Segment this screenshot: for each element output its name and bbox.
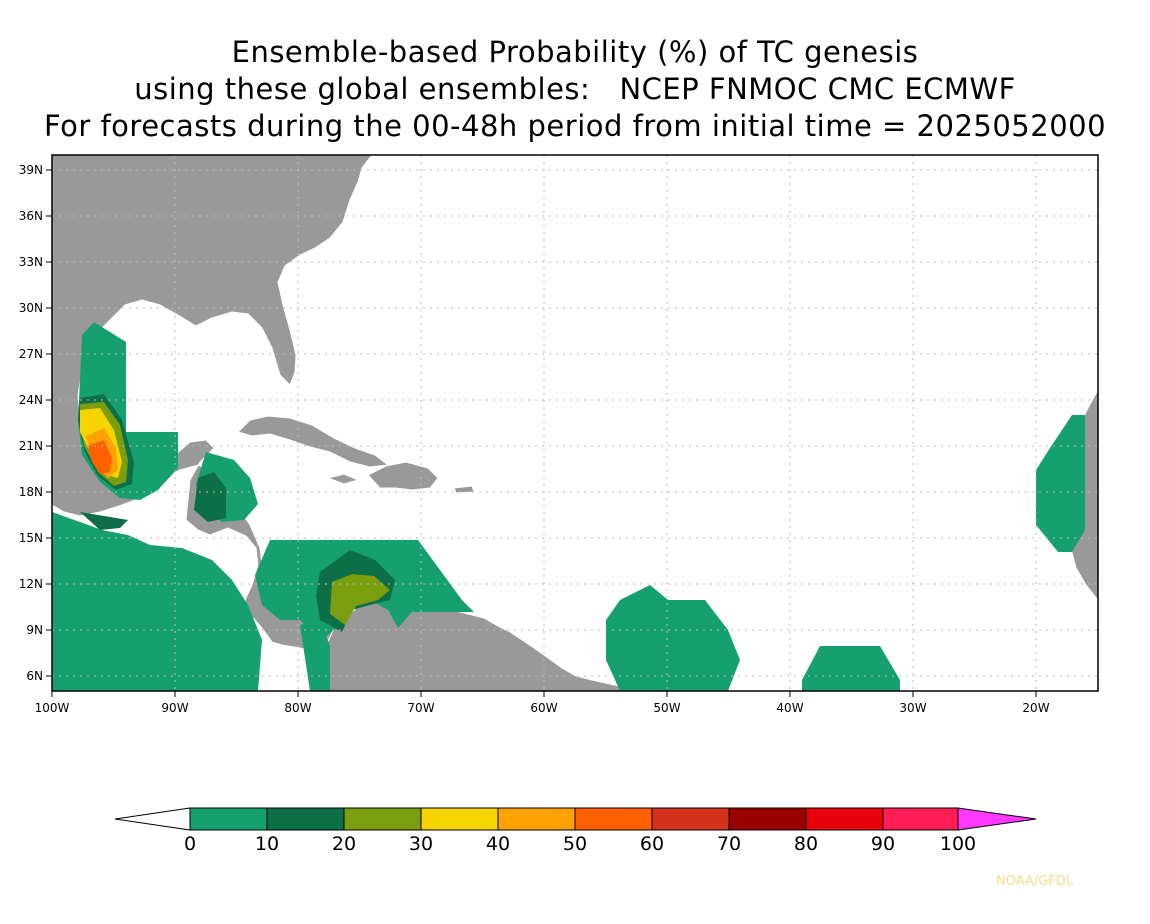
colorbar-label: 10 xyxy=(255,833,279,855)
contour-atlantic-east-10 xyxy=(802,646,900,691)
contour-panama-10 xyxy=(300,620,330,691)
contour-pacific-20 xyxy=(80,512,128,530)
colorbar-segment xyxy=(805,807,884,831)
colorbar-label: 0 xyxy=(184,833,196,855)
colorbar-segment xyxy=(728,807,807,831)
lat-tick-label: 6N xyxy=(26,669,43,683)
contour-africa-10 xyxy=(1036,415,1085,552)
lon-tick-label: 50W xyxy=(653,701,680,715)
land-cuba xyxy=(237,415,390,468)
credit-text: NOAA/GFDL xyxy=(996,874,1074,889)
colorbar-label: 60 xyxy=(640,833,664,855)
colorbar-segment xyxy=(497,807,576,831)
colorbar-label: 90 xyxy=(871,833,895,855)
lat-tick-label: 24N xyxy=(19,393,43,407)
colorbar-label: 100 xyxy=(940,833,976,855)
map-graticule xyxy=(52,155,1098,691)
colorbar-label: 40 xyxy=(486,833,510,855)
colorbar-segment xyxy=(420,807,499,831)
lat-axis: 39N 36N 33N 30N 27N 24N 21N 18N 15N 12N … xyxy=(19,163,52,683)
lon-tick-label: 20W xyxy=(1022,701,1049,715)
colorbar-under-arrow xyxy=(114,807,191,831)
lat-tick-label: 36N xyxy=(19,209,43,223)
contour-caribbean-30 xyxy=(330,574,390,625)
colorbar-label: 50 xyxy=(563,833,587,855)
lat-tick-label: 39N xyxy=(19,163,43,177)
lon-tick-label: 40W xyxy=(776,701,803,715)
lon-tick-label: 60W xyxy=(530,701,557,715)
colorbar-segment xyxy=(343,807,422,831)
title-line-3: For forecasts during the 00-48h period f… xyxy=(43,109,1107,143)
lon-axis: 100W 90W 80W 70W 60W 50W 40W 30W 20W xyxy=(35,691,1050,715)
colorbar-segment xyxy=(651,807,730,831)
chart-title: Ensemble-based Probability (%) of TC gen… xyxy=(0,34,1150,145)
colorbar-label: 70 xyxy=(717,833,741,855)
title-line-1: Ensemble-based Probability (%) of TC gen… xyxy=(231,35,919,69)
lat-tick-label: 27N xyxy=(19,347,43,361)
lon-tick-label: 70W xyxy=(407,701,434,715)
land-jamaica xyxy=(326,473,360,485)
contour-gulf-60 xyxy=(88,440,112,474)
colorbar-over-arrow xyxy=(957,807,1037,831)
lon-tick-label: 80W xyxy=(284,701,311,715)
title-line-2: using these global ensembles: NCEP FNMOC… xyxy=(134,72,1016,106)
land-hispaniola xyxy=(367,461,439,491)
colorbar-label: 20 xyxy=(332,833,356,855)
contour-yucatan-20 xyxy=(194,472,226,522)
lon-tick-label: 100W xyxy=(35,701,70,715)
colorbar-segment xyxy=(574,807,653,831)
lat-tick-label: 33N xyxy=(19,255,43,269)
colorbar-segment xyxy=(882,807,959,831)
contour-atlantic-10 xyxy=(606,585,740,691)
map-frame xyxy=(51,154,1099,692)
lon-tick-label: 90W xyxy=(161,701,188,715)
colorbar-segment xyxy=(266,807,345,831)
probability-contours xyxy=(52,322,1085,691)
colorbar: 0 10 20 30 40 50 60 70 80 90 100 xyxy=(114,807,1037,855)
lat-tick-label: 12N xyxy=(19,577,43,591)
colorbar-label: 80 xyxy=(794,833,818,855)
lat-tick-label: 9N xyxy=(26,623,43,637)
colorbar-label: 30 xyxy=(409,833,433,855)
lat-tick-label: 21N xyxy=(19,439,43,453)
contour-pacific-10 xyxy=(52,512,262,691)
lat-tick-label: 18N xyxy=(19,485,43,499)
lat-tick-label: 30N xyxy=(19,301,43,315)
colorbar-segment xyxy=(189,807,268,831)
lon-tick-label: 30W xyxy=(899,701,926,715)
lat-tick-label: 15N xyxy=(19,531,43,545)
